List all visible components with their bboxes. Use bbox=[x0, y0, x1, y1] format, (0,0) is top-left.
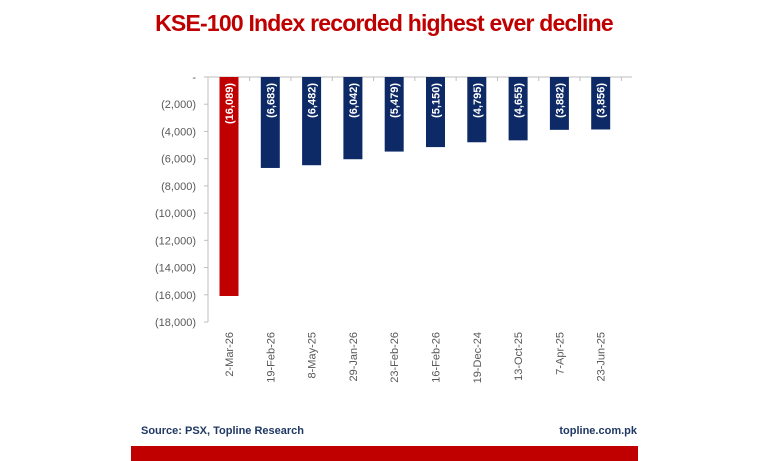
y-tick-label: (6,000) bbox=[161, 154, 196, 166]
website-label: topline.com.pk bbox=[559, 425, 637, 437]
y-tick-label: (2,000) bbox=[161, 99, 196, 111]
data-label: (5,150) bbox=[431, 83, 443, 118]
bar bbox=[508, 77, 528, 141]
bar bbox=[549, 77, 569, 130]
bar bbox=[302, 77, 322, 166]
data-label: (4,655) bbox=[513, 83, 525, 118]
x-tick-label: 29-Jan-26 bbox=[348, 332, 360, 382]
bar bbox=[343, 77, 363, 160]
source-note: Source: PSX, Topline Research bbox=[141, 425, 305, 437]
bar bbox=[591, 77, 611, 130]
data-label: (6,042) bbox=[348, 83, 360, 118]
x-tick-label: 19-Dec-24 bbox=[472, 332, 484, 383]
x-tick-label: 16-Feb-26 bbox=[431, 332, 443, 383]
x-tick-label: 23-Jun-25 bbox=[596, 332, 608, 382]
y-tick-label: (18,000) bbox=[155, 317, 196, 329]
y-tick-label: (8,000) bbox=[161, 181, 196, 193]
x-tick-label: 19-Feb-26 bbox=[265, 332, 277, 383]
y-tick-label: (10,000) bbox=[155, 208, 196, 220]
chart-title: KSE-100 Index recorded highest ever decl… bbox=[155, 10, 614, 36]
y-tick-label: (4,000) bbox=[161, 126, 196, 138]
bar bbox=[384, 77, 404, 152]
x-tick-label: 8-May-25 bbox=[307, 332, 319, 378]
data-label: (3,856) bbox=[596, 83, 608, 118]
data-label: (4,795) bbox=[472, 83, 484, 118]
data-label: (3,882) bbox=[554, 83, 566, 118]
y-tick-label: (14,000) bbox=[155, 263, 196, 275]
x-tick-label: 7-Apr-25 bbox=[554, 332, 566, 375]
y-tick-label: (16,000) bbox=[155, 290, 196, 302]
x-tick-label: 13-Oct-25 bbox=[513, 332, 525, 381]
footer-bar bbox=[131, 446, 638, 461]
bar bbox=[467, 77, 487, 143]
data-label: (6,482) bbox=[307, 83, 319, 118]
x-tick-label: 2-Mar-26 bbox=[224, 332, 236, 377]
bar bbox=[219, 77, 239, 296]
data-label: (5,479) bbox=[389, 83, 401, 118]
x-tick-label: 23-Feb-26 bbox=[389, 332, 401, 383]
bar bbox=[426, 77, 445, 148]
data-label: (16,089) bbox=[224, 83, 236, 124]
y-tick-label: - bbox=[192, 72, 196, 84]
bar bbox=[260, 77, 280, 168]
data-label: (6,683) bbox=[265, 83, 277, 118]
y-tick-label: (12,000) bbox=[155, 235, 196, 247]
